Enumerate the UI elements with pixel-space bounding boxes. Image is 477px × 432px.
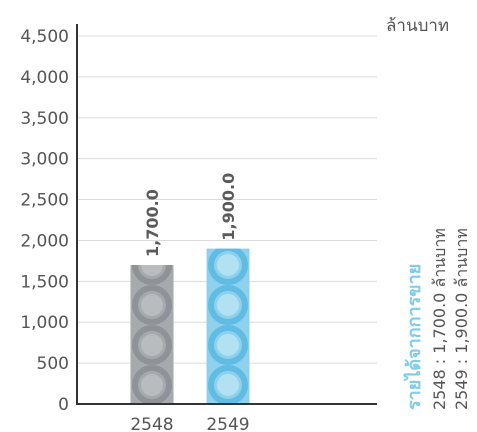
y-tick-label: 1,500 <box>20 272 69 292</box>
bar-2549 <box>206 248 250 404</box>
pattern-disc <box>217 254 239 276</box>
y-axis-ticks: 0 500 1,000 1,500 2,000 2,500 3,000 3,500 4,000 4… <box>20 27 69 415</box>
pattern-ring <box>208 285 248 325</box>
pattern-disc <box>141 294 163 316</box>
pattern-ring <box>132 365 172 404</box>
pattern-ring <box>208 248 248 285</box>
bar-circle-pattern <box>132 264 172 404</box>
pattern-ring <box>208 325 248 365</box>
bar-2548 <box>130 264 174 404</box>
y-tick-label: 3,000 <box>20 150 69 170</box>
y-tick-label: 0 <box>58 395 69 415</box>
gridlines <box>77 35 377 364</box>
x-tick-label-2549: 2549 <box>206 415 249 432</box>
pattern-disc <box>141 374 163 396</box>
pattern-ring <box>132 325 172 365</box>
y-tick-label: 500 <box>37 354 69 374</box>
pattern-disc <box>141 334 163 356</box>
pattern-disc <box>217 374 239 396</box>
legend-entry-2549: 2549 : 1,900.0 ล้านบาท <box>452 228 471 410</box>
pattern-ring <box>132 264 172 285</box>
x-axis-labels: 2548 2549 <box>130 415 249 432</box>
bars <box>130 248 250 404</box>
x-tick-label-2548: 2548 <box>130 415 173 432</box>
data-label-2549: 1,900.0 <box>219 173 238 241</box>
data-label-2548: 1,700.0 <box>143 189 162 257</box>
legend-title: รายได้จากการขาย <box>404 263 425 410</box>
pattern-disc <box>217 334 239 356</box>
data-labels: 1,700.0 1,900.0 <box>143 173 238 257</box>
bar-circle-pattern <box>208 248 248 404</box>
y-tick-label: 2,000 <box>20 231 69 251</box>
pattern-disc <box>217 294 239 316</box>
pattern-disc <box>141 264 163 276</box>
y-tick-label: 4,500 <box>20 27 69 47</box>
pattern-ring <box>208 365 248 404</box>
unit-label: ล้านบาท <box>386 16 450 36</box>
y-tick-label: 1,000 <box>20 313 69 333</box>
y-tick-label: 2,500 <box>20 191 69 211</box>
pattern-ring <box>132 285 172 325</box>
y-tick-label: 3,500 <box>20 109 69 129</box>
y-tick-label: 4,000 <box>20 68 69 88</box>
